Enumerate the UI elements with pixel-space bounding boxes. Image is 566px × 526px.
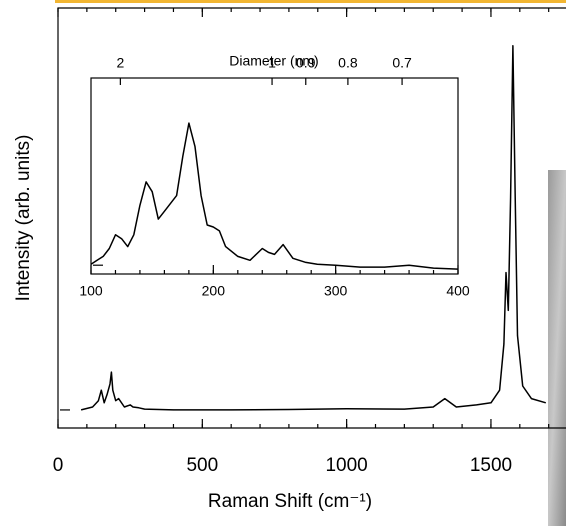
- x-tick-label: 100: [79, 283, 103, 299]
- inset-frame: [90, 77, 459, 275]
- top-border: [55, 0, 566, 3]
- x-tick-label: 200: [202, 283, 226, 299]
- x-tick-label: 1000: [325, 455, 367, 476]
- x-tick-label: 0: [53, 455, 64, 476]
- sem-image: [548, 170, 566, 526]
- spectrum-line: [80, 45, 547, 411]
- x2-tick-label: 0.7: [392, 55, 412, 71]
- spectrum-line: [90, 122, 459, 270]
- x-tick-label: 400: [446, 283, 470, 299]
- x-tick-label: 1500: [470, 455, 512, 476]
- x-axis-title: Raman Shift (cm⁻¹): [208, 491, 372, 512]
- axis-frame: [57, 7, 566, 429]
- x2-tick-label: 1: [268, 55, 276, 71]
- x2-tick-label: 0.9: [296, 55, 316, 71]
- y-axis-title: Intensity (arb. units): [13, 135, 34, 302]
- x-tick-label: 300: [324, 283, 348, 299]
- x2-tick-label: 0.8: [338, 55, 358, 71]
- inset-top-title: Diameter (nm): [229, 53, 318, 69]
- x2-tick-label: 2: [116, 55, 124, 71]
- x-tick-label: 500: [186, 455, 218, 476]
